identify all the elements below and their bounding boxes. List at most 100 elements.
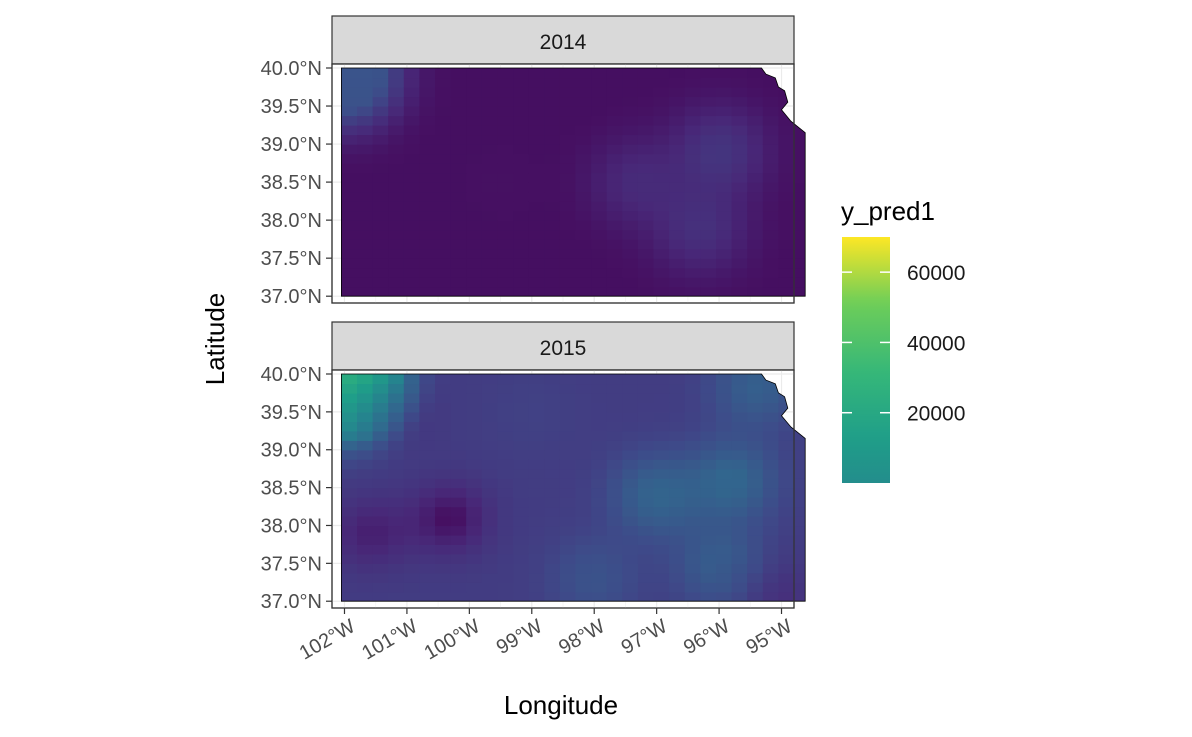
- heatmap-cell: [575, 248, 592, 259]
- heatmap-cell: [606, 553, 623, 564]
- heatmap-cell: [466, 229, 483, 240]
- heatmap-cell: [341, 544, 358, 555]
- heatmap-cell: [794, 134, 806, 145]
- heatmap-cell: [372, 591, 389, 602]
- heatmap-cell: [731, 134, 748, 145]
- heatmap-cell: [513, 440, 530, 451]
- heatmap-cell: [762, 153, 779, 164]
- heatmap-cell: [559, 402, 577, 413]
- heatmap-cell: [544, 430, 561, 441]
- heatmap-cell: [622, 153, 639, 164]
- heatmap-cell: [341, 402, 358, 413]
- heatmap-cell: [341, 487, 358, 498]
- panel-border-2015: [331, 369, 795, 609]
- heatmap-cell: [731, 115, 748, 126]
- heatmap-cell: [762, 277, 779, 288]
- heatmap-cell: [372, 516, 389, 527]
- heatmap-cell: [669, 506, 686, 517]
- heatmap-cell: [481, 68, 498, 79]
- heatmap-cell: [637, 411, 655, 422]
- heatmap-cell: [544, 125, 561, 136]
- heatmap-cell: [794, 534, 806, 545]
- heatmap-cell: [731, 402, 748, 413]
- heatmap-cell: [794, 68, 806, 79]
- heatmap-cell: [388, 487, 405, 498]
- heatmap-cell: [575, 201, 592, 212]
- heatmap-cell: [794, 87, 806, 98]
- heatmap-cell: [435, 210, 452, 221]
- heatmap-cell: [497, 182, 514, 193]
- heatmap-cell: [481, 220, 498, 231]
- heatmap-cell: [528, 201, 545, 212]
- heatmap-cell: [700, 115, 717, 126]
- heatmap-cell: [497, 572, 514, 583]
- heatmap-cell: [372, 229, 389, 240]
- heatmap-cell: [497, 248, 514, 259]
- y-tick-label: 40.0°N: [261, 364, 322, 386]
- heatmap-cell: [559, 201, 577, 212]
- heatmap-cell: [591, 591, 608, 602]
- heatmap-cell: [637, 544, 655, 555]
- heatmap-cell: [341, 220, 358, 231]
- heatmap-cell: [731, 239, 748, 250]
- heatmap-cell: [435, 267, 452, 278]
- heatmap-cell: [591, 68, 608, 79]
- heatmap-cell: [684, 421, 701, 432]
- heatmap-cell: [481, 572, 498, 583]
- heatmap-cell: [778, 572, 795, 583]
- heatmap-cell: [388, 374, 405, 385]
- heatmap-cell: [716, 106, 733, 117]
- heatmap-cell: [747, 516, 764, 527]
- heatmap-cell: [419, 459, 436, 470]
- heatmap-cell: [544, 572, 561, 583]
- heatmap-cell: [794, 267, 806, 278]
- heatmap-cell: [341, 163, 358, 174]
- heatmap-cell: [653, 125, 670, 136]
- heatmap-cell: [794, 421, 806, 432]
- heatmap-cell: [466, 440, 483, 451]
- heatmap-cell: [637, 525, 655, 536]
- heatmap-cell: [700, 220, 717, 231]
- heatmap-cell: [435, 115, 452, 126]
- heatmap-cell: [637, 220, 655, 231]
- heatmap-cell: [747, 96, 764, 107]
- heatmap-cell: [747, 392, 764, 403]
- heatmap-cell: [622, 172, 639, 183]
- heatmap-cell: [372, 374, 389, 385]
- heatmap-cell: [622, 553, 639, 564]
- heatmap-cell: [684, 392, 701, 403]
- heatmap-cell: [450, 144, 467, 155]
- heatmap-cell: [653, 115, 670, 126]
- x-tick-label: 96°W: [680, 615, 734, 659]
- heatmap-cell: [669, 497, 686, 508]
- heatmap-cell: [575, 544, 592, 555]
- heatmap-cell: [762, 286, 779, 297]
- heatmap-cell: [731, 87, 748, 98]
- heatmap-cell: [637, 430, 655, 441]
- heatmap-cell: [762, 402, 779, 413]
- heatmap-cell: [591, 383, 608, 394]
- heatmap-cell: [669, 468, 686, 479]
- heatmap-cell: [357, 374, 374, 385]
- heatmap-cell: [466, 478, 483, 489]
- heatmap-cell: [684, 525, 701, 536]
- heatmap-cell: [716, 468, 733, 479]
- heatmap-cell: [341, 459, 358, 470]
- heatmap-cell: [731, 182, 748, 193]
- heatmap-cell: [762, 182, 779, 193]
- heatmap-cell: [606, 563, 623, 574]
- x-tick-label: 97°W: [618, 615, 672, 659]
- heatmap-cell: [762, 258, 779, 269]
- heatmap-cell: [653, 468, 670, 479]
- heatmap-cell: [481, 172, 498, 183]
- heatmap-cell: [513, 544, 530, 555]
- heatmap-cell: [684, 191, 701, 202]
- heatmap-cell: [637, 96, 655, 107]
- heatmap-cell: [622, 440, 639, 451]
- heatmap-cell: [778, 591, 795, 602]
- heatmap-cell: [528, 392, 545, 403]
- heatmap-cell: [637, 572, 655, 583]
- heatmap-cell: [700, 144, 717, 155]
- heatmap-cell: [778, 115, 795, 126]
- heatmap-cell: [716, 459, 733, 470]
